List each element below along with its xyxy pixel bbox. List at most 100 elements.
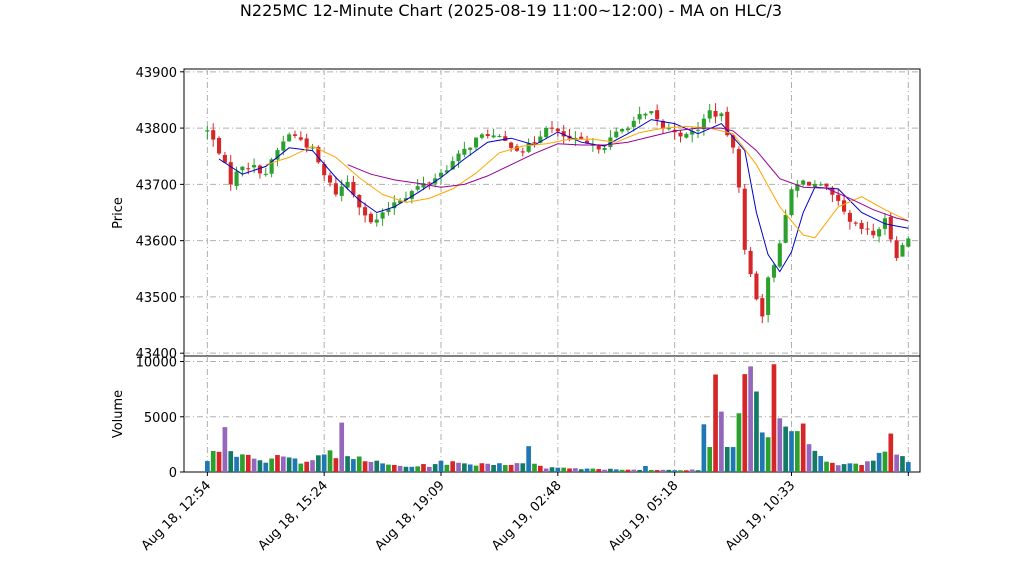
volume-bar (695, 470, 701, 472)
volume-tick-label: 5000 (144, 411, 177, 426)
volume-bar (584, 468, 590, 472)
candle-body (695, 129, 701, 131)
volume-bar (374, 460, 380, 472)
moving-average-line (218, 119, 909, 273)
candle-body (731, 135, 736, 148)
candle-body (649, 111, 654, 114)
candle-body (754, 273, 759, 300)
candle-body (602, 148, 607, 150)
price-tick-label: 43700 (136, 178, 177, 193)
volume-bar (608, 468, 613, 472)
x-tick-label: Aug 19, 05:18 (606, 478, 682, 554)
volume-bar (438, 460, 444, 472)
candle-body (503, 136, 508, 141)
candle-body (801, 180, 806, 185)
volume-bar (806, 444, 812, 472)
candle-body (427, 182, 432, 184)
volume-bar (380, 463, 385, 472)
candle-body (310, 147, 315, 149)
volume-bar (275, 455, 280, 472)
candle-body (678, 132, 683, 137)
candle-body (625, 128, 630, 131)
candle-body (900, 245, 905, 257)
volume-bar (421, 464, 426, 472)
volume-bar (830, 462, 835, 472)
volume-bar (643, 466, 648, 472)
candle-body (345, 181, 350, 188)
candle-body (847, 212, 852, 222)
volume-bar (462, 463, 467, 472)
volume-bar (631, 469, 637, 472)
candle-body (403, 198, 409, 201)
volume-bar (467, 464, 473, 472)
candle-body (684, 133, 689, 138)
volume-bar (672, 470, 678, 472)
volume-bar (409, 466, 415, 472)
volume-bar (602, 469, 607, 472)
candle-body (859, 222, 864, 229)
volume-bar (870, 460, 876, 472)
volume-bar (613, 469, 619, 472)
volume-bar (754, 391, 759, 472)
volume-bar (228, 451, 234, 472)
volume-bar (742, 374, 748, 472)
volume-bar (684, 470, 689, 472)
volume-bar (245, 454, 251, 472)
candle-body (222, 154, 227, 163)
volume-bar (812, 450, 818, 472)
candle-body (631, 120, 636, 127)
volume-bar (578, 469, 584, 472)
candle-body (719, 113, 724, 117)
candle-body (701, 118, 706, 130)
x-tick-label: Aug 19, 02:48 (489, 478, 565, 554)
volume-bar (678, 470, 683, 472)
volume-bar (689, 469, 695, 472)
volume-bar (292, 458, 298, 472)
candle-body (573, 137, 578, 139)
candle-body (789, 189, 794, 216)
volume-bar (765, 437, 771, 472)
price-tick-label: 43500 (136, 291, 177, 306)
volume-bar (800, 423, 806, 472)
candle-body (327, 175, 333, 183)
candle-body (217, 137, 222, 154)
candle-body (205, 130, 210, 132)
candle-body (287, 134, 292, 142)
candle-body (421, 183, 426, 188)
volume-bar (473, 465, 479, 472)
volume-bar (590, 468, 596, 472)
volume-bar (876, 452, 882, 472)
candle-body (456, 153, 461, 162)
chart-title: N225MC 12-Minute Chart (2025-08-19 11:00… (240, 1, 782, 20)
candle-body (655, 110, 660, 120)
candle-body (877, 229, 882, 237)
volume-bar (508, 464, 514, 472)
volume-bar (543, 468, 549, 472)
volume-bar (415, 466, 420, 472)
volume-bar (730, 447, 736, 472)
volume-bar (724, 447, 730, 472)
candle-body (660, 120, 666, 129)
volume-bar (298, 463, 304, 472)
candle-body (485, 134, 490, 137)
volume-bar (514, 463, 520, 472)
candle-body (304, 138, 309, 148)
volume-bar (333, 458, 339, 472)
x-tick-label: Aug 19, 10:33 (723, 478, 799, 554)
volume-bar (356, 456, 362, 472)
candle-body (392, 202, 397, 209)
volume-bar (286, 457, 292, 472)
volume-bar (210, 450, 216, 472)
price-plot-area (183, 68, 921, 357)
volume-bar (351, 459, 356, 472)
volume-bar (835, 465, 841, 472)
volume-bar (777, 418, 783, 472)
candle-body (497, 136, 502, 138)
volume-bar (397, 465, 403, 472)
candle-body (514, 146, 519, 151)
volume-bar (240, 454, 245, 472)
volume-bar (310, 460, 315, 472)
volume-bar (794, 431, 800, 472)
candle-body (333, 183, 338, 195)
price-tick-label: 43900 (136, 66, 177, 81)
